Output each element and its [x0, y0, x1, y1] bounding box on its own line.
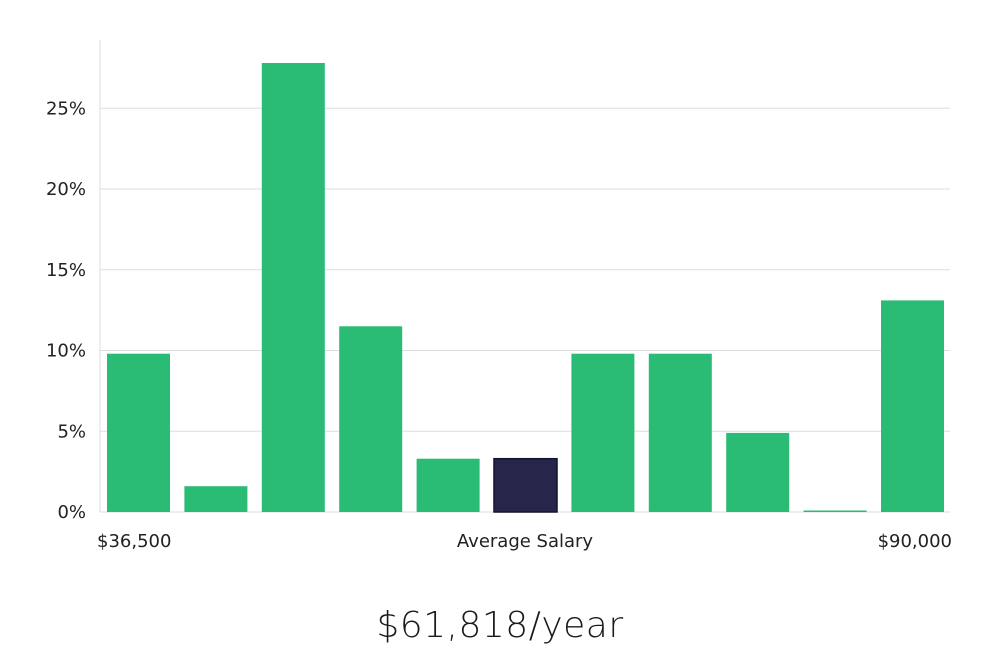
bars [107, 63, 944, 513]
y-axis-ticks: 0% 5% 10% 15% 20% 25% [46, 98, 86, 523]
x-axis-min-label: $36,500 [97, 531, 171, 552]
histogram-bar [648, 353, 712, 512]
histogram-bar [107, 353, 170, 512]
histogram-bar [881, 300, 944, 512]
y-tick-label: 5% [57, 421, 86, 442]
salary-histogram-chart: 0%5%10%15%20%25% $36,500 Average Salary … [46, 40, 952, 552]
y-tick-label: 20% [46, 179, 86, 200]
average-salary-value: $61,818/year [376, 605, 624, 646]
histogram-bar [571, 353, 635, 512]
histogram-bar [416, 458, 480, 512]
y-tick-label: 10% [46, 341, 86, 362]
histogram-bar [726, 432, 790, 512]
y-tick-label: 15% [46, 260, 86, 281]
y-tick-label: 25% [46, 98, 86, 119]
histogram-bar [184, 486, 248, 512]
x-axis-center-label: Average Salary [457, 531, 594, 552]
y-tick-label: 0% [57, 502, 86, 523]
histogram-bar [261, 63, 325, 512]
grid-lines [99, 40, 950, 513]
x-axis-max-label: $90,000 [878, 531, 952, 552]
histogram-bar [803, 510, 867, 512]
histogram-bar [339, 326, 403, 512]
average-salary-bar [493, 457, 558, 513]
